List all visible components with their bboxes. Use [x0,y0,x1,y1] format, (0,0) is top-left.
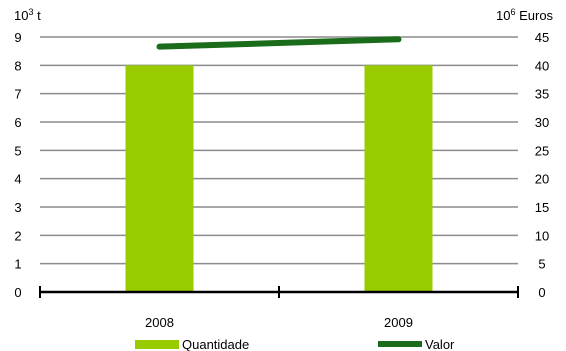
y-right-tick-label: 0 [538,285,545,300]
y-left-tick-label: 8 [14,58,21,73]
y-left-tick-label: 1 [14,257,21,272]
y-right-tick-label: 40 [535,58,549,73]
legend-label-quantidade: Quantidade [182,337,249,351]
x-axis [39,286,519,298]
legend: Quantidade Valor [135,337,455,351]
y-left-tick-label: 6 [14,115,21,130]
x-tick-label: 2009 [384,315,413,330]
y-right-tick-label: 25 [535,143,549,158]
value-line [156,36,402,50]
y-left-tick-label: 0 [14,285,21,300]
y-axis-left-unit: 103 t [14,7,41,23]
y-right-tick-label: 20 [535,172,549,187]
x-tick-label: 2008 [145,315,174,330]
line-valor [156,36,402,50]
legend-swatch-valor [378,341,422,347]
y-axis-left-ticks: 0 1 2 3 4 5 6 7 8 9 [14,30,21,300]
y-left-tick-label: 4 [14,172,21,187]
y-left-tick-label: 7 [14,87,21,102]
y-right-tick-label: 15 [535,200,549,215]
legend-swatch-quantidade [135,340,179,349]
bar-quantidade-2008 [125,65,194,292]
y-axis-right-unit: 106 Euros [496,7,554,23]
y-right-tick-label: 10 [535,228,549,243]
legend-label-valor: Valor [425,337,455,351]
y-left-tick-label: 5 [14,143,21,158]
bar-quantidade-2009 [364,65,433,292]
gridlines [40,36,518,265]
y-left-tick-label: 9 [14,30,21,45]
y-right-tick-label: 5 [538,257,545,272]
y-left-tick-label: 3 [14,200,21,215]
y-left-tick-label: 2 [14,228,21,243]
y-right-tick-label: 30 [535,115,549,130]
y-right-tick-label: 45 [535,30,549,45]
bars [125,65,433,292]
y-axis-right-ticks: 0 5 10 15 20 25 30 35 40 45 [535,30,549,300]
x-axis-tick-labels: 2008 2009 [145,315,413,330]
y-right-tick-label: 35 [535,87,549,102]
